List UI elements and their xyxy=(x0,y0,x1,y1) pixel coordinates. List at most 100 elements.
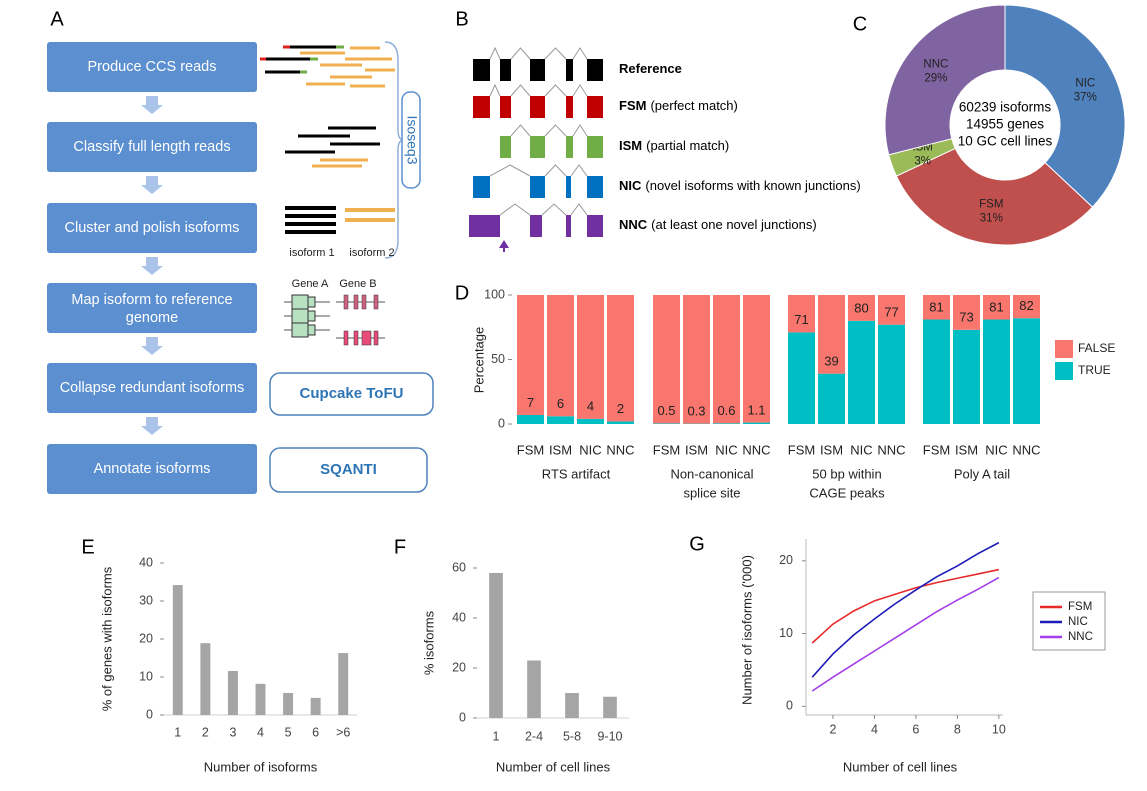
y-tick-label: 10 xyxy=(779,626,793,640)
gene-exon xyxy=(292,323,308,337)
pipeline-label: Isoseq3 xyxy=(404,115,420,164)
x-tick-label: NNC xyxy=(1012,442,1040,457)
flow-arrow xyxy=(141,337,163,355)
bar xyxy=(338,653,348,715)
x-tick-label: 5 xyxy=(285,725,292,739)
flow-arrow xyxy=(141,96,163,114)
x-tick-label: 9-10 xyxy=(597,729,622,743)
slice-label: NNC xyxy=(923,58,948,70)
exon xyxy=(473,59,490,81)
legend-label: TRUE xyxy=(1078,363,1111,377)
stacked-bar xyxy=(517,415,544,424)
x-tick-label: NNC xyxy=(877,442,905,457)
gene-label: Gene B xyxy=(339,278,376,290)
series-line xyxy=(812,543,999,678)
slice-value: 37% xyxy=(1074,91,1097,103)
exon xyxy=(587,176,603,198)
series-line xyxy=(812,578,999,691)
y-tick-label: 0 xyxy=(459,710,466,724)
x-tick-label: 6 xyxy=(312,725,319,739)
y-tick-label: 30 xyxy=(139,593,153,607)
x-axis-label: Number of cell lines xyxy=(496,759,611,774)
x-tick-label: 2 xyxy=(202,725,209,739)
legend-swatch xyxy=(1055,340,1073,358)
x-tick-label: ISM xyxy=(685,442,708,457)
exon xyxy=(469,215,500,237)
facet-title: Poly A tail xyxy=(954,466,1010,481)
x-tick-label: ISM xyxy=(955,442,978,457)
stacked-bar xyxy=(607,421,634,424)
slice-value: 3% xyxy=(914,156,931,168)
gene-exon xyxy=(354,295,358,309)
stacked-bar xyxy=(653,423,680,424)
x-tick-label: 8 xyxy=(954,722,961,736)
x-tick-label: 1 xyxy=(174,725,181,739)
y-tick-label: 0 xyxy=(498,416,505,430)
exon xyxy=(473,96,490,118)
y-tick-label: 20 xyxy=(452,660,466,674)
intron xyxy=(511,85,530,96)
intron xyxy=(573,48,587,59)
gene-exon xyxy=(308,297,315,307)
legend-label: FSM xyxy=(1068,601,1092,613)
stacked-bar xyxy=(983,320,1010,424)
y-axis-label: % of genes with isoforms xyxy=(99,566,114,711)
data-label: 80 xyxy=(854,301,868,316)
x-tick-label: 3 xyxy=(229,725,236,739)
exon xyxy=(473,176,490,198)
x-tick-label: ISM xyxy=(549,442,572,457)
exon xyxy=(500,59,511,81)
flow-arrow xyxy=(141,176,163,194)
stacked-bar xyxy=(743,423,770,424)
y-axis-label: % isoforms xyxy=(421,610,436,675)
y-tick-label: 50 xyxy=(491,352,505,366)
data-label: 71 xyxy=(794,312,808,327)
exon xyxy=(500,136,511,158)
x-tick-label: 6 xyxy=(912,722,919,736)
data-label: 0.5 xyxy=(657,403,675,418)
intron xyxy=(500,204,530,215)
class-description: (partial match) xyxy=(646,138,729,153)
data-label: 82 xyxy=(1019,298,1033,313)
intron xyxy=(571,165,587,176)
data-label: 7 xyxy=(527,395,534,410)
center-text: 60239 isoforms xyxy=(959,100,1052,115)
exon xyxy=(587,215,603,237)
y-axis-label: Number of isoforms ('000) xyxy=(739,555,754,705)
bar xyxy=(603,697,617,718)
class-code: ISM xyxy=(619,138,642,153)
stacked-bar xyxy=(788,332,815,424)
panel-label: F xyxy=(394,536,406,558)
class-code: Reference xyxy=(619,61,682,76)
bar xyxy=(489,573,503,718)
slice-label: NIC xyxy=(1075,77,1095,89)
intron xyxy=(545,165,566,176)
class-label: Reference xyxy=(619,61,682,76)
y-tick-label: 10 xyxy=(139,669,153,683)
bar xyxy=(200,643,210,715)
gene-exon xyxy=(308,311,315,321)
bar xyxy=(228,671,238,715)
exon xyxy=(530,176,545,198)
y-tick-label: 100 xyxy=(484,287,505,301)
class-label: ISM (partial match) xyxy=(619,138,729,153)
y-tick-label: 0 xyxy=(146,707,153,721)
tool-label: SQANTI xyxy=(320,461,377,478)
data-label: 4 xyxy=(587,399,594,414)
stacked-bar xyxy=(547,416,574,424)
exon xyxy=(566,96,573,118)
exon xyxy=(587,96,603,118)
gene-exon xyxy=(292,295,308,309)
slice-value: 29% xyxy=(924,72,947,84)
stacked-bar xyxy=(848,321,875,424)
stacked-bar xyxy=(1013,318,1040,424)
gene-exon xyxy=(354,331,358,345)
bar xyxy=(311,698,321,715)
exon xyxy=(530,59,545,81)
x-tick-label: NIC xyxy=(579,442,601,457)
intron xyxy=(545,85,566,96)
data-label: 39 xyxy=(824,354,838,369)
data-label: 73 xyxy=(959,310,973,325)
x-tick-label: 4 xyxy=(871,722,878,736)
x-tick-label: 1 xyxy=(493,729,500,743)
